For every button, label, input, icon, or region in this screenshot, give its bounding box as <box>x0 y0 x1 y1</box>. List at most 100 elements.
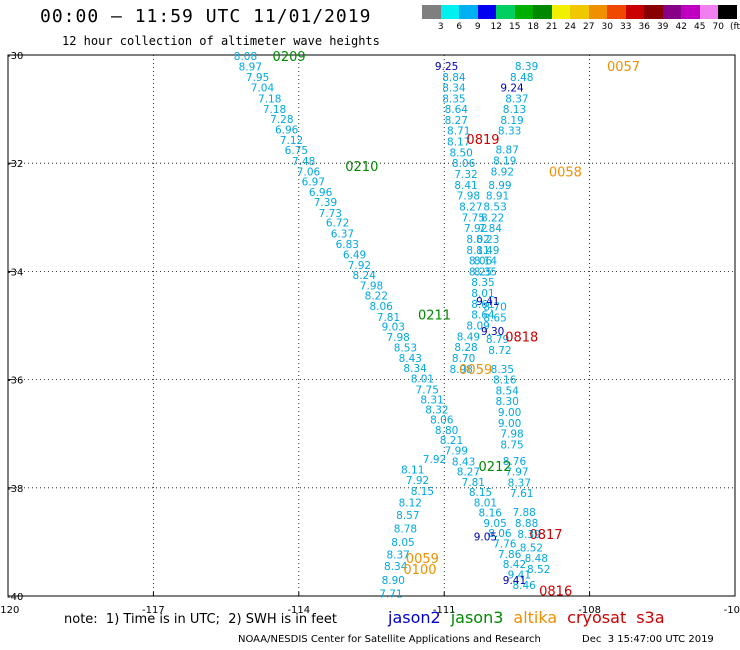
legend-label: 36 <box>638 22 650 32</box>
data-point-label: 8.61 <box>471 299 494 311</box>
data-point-label: 8.41 <box>454 180 477 192</box>
legend-swatch <box>440 5 460 19</box>
legend-label: 24 <box>564 22 576 32</box>
data-point-label: 9.03 <box>382 322 405 334</box>
data-point-label: 8.37 <box>508 477 531 489</box>
data-point-label: 7.75 <box>462 212 485 224</box>
data-point-label: 7.12 <box>280 135 303 147</box>
legend-label: 42 <box>675 22 687 32</box>
pass-time-label: 0210 <box>345 160 378 175</box>
data-point-label: 7.18 <box>263 104 286 116</box>
data-point-label: 7.73 <box>319 208 342 220</box>
pass-time-label: 0819 <box>466 133 499 148</box>
data-point-label: 8.15 <box>469 487 492 499</box>
data-point-label: 7.71 <box>379 588 402 600</box>
data-point-label: 8.57 <box>396 510 419 522</box>
data-point-label: 8.65 <box>483 312 506 324</box>
satellite-legend: jason2 jason3 altika cryosat s3a <box>388 608 675 627</box>
data-point-label: 8.25 <box>469 266 492 278</box>
data-point-label: 9.00 <box>498 418 521 430</box>
data-point-label: 9.25 <box>435 61 458 73</box>
legend-label: 45 <box>694 22 706 32</box>
data-point-label: 8.72 <box>488 345 511 357</box>
x-tick-label: -120 <box>0 605 19 616</box>
data-point-label: 6.49 <box>343 250 366 262</box>
legend-swatch <box>662 5 682 19</box>
data-point-label: 8.43 <box>452 456 475 468</box>
data-point-label: 8.34 <box>403 363 427 375</box>
data-point-label: 7.76 <box>493 539 517 551</box>
pass-time-label: 0209 <box>273 50 306 65</box>
data-point-label: 8.06 <box>369 301 393 313</box>
data-point-label: 8.14 <box>474 256 498 268</box>
data-point-label: 9.05 <box>474 531 497 543</box>
legend-label: 6 <box>456 22 463 32</box>
data-point-label: 7.95 <box>246 72 269 84</box>
chart-subtitle: 12 hour collection of altimeter wave hei… <box>62 34 380 48</box>
data-point-label: 7.81 <box>462 477 485 489</box>
satellite-name: jason3 <box>450 608 504 627</box>
data-point-label: 8.70 <box>483 302 506 314</box>
data-point-label: 8.92 <box>491 166 514 178</box>
data-point-label: 8.01 <box>471 288 494 300</box>
data-point-label: 8.23 <box>476 234 499 246</box>
data-point-label: 7.32 <box>454 169 477 181</box>
data-point-label: 8.90 <box>382 575 405 587</box>
data-point-label: 8.39 <box>517 529 540 541</box>
legend-swatch <box>718 5 737 19</box>
x-tick-label: -111 <box>433 605 456 616</box>
legend-label: 39 <box>657 22 669 32</box>
data-point-label: 8.79 <box>486 334 509 346</box>
data-point-label: 8.01 <box>411 374 434 386</box>
legend-swatch <box>533 5 552 19</box>
data-point-label: 7.92 <box>464 223 487 235</box>
data-point-label: 7.99 <box>445 445 468 457</box>
data-point-label: 8.30 <box>496 396 519 408</box>
legend-swatch <box>681 5 700 19</box>
y-tick-label: -30 <box>7 51 23 62</box>
data-point-label: 8.53 <box>483 201 506 213</box>
legend-swatch <box>570 5 589 19</box>
y-tick-label: -38 <box>7 484 23 495</box>
data-point-label: 8.24 <box>353 270 377 282</box>
data-point-label: 8.64 <box>445 104 469 116</box>
plot-frame <box>7 54 736 597</box>
data-point-label: 7.18 <box>258 93 281 105</box>
data-point-label: 9.24 <box>500 82 524 94</box>
data-point-label: 9.00 <box>498 407 521 419</box>
legend-swatch <box>514 5 534 19</box>
legend-swatch <box>607 5 626 19</box>
data-point-label: 7.92 <box>423 454 446 466</box>
data-point-label: 8.11 <box>466 245 489 257</box>
data-point-label: 8.02 <box>466 234 489 246</box>
legend-swatch <box>477 5 497 19</box>
data-point-label: 8.37 <box>386 549 409 561</box>
data-point-label: 8.48 <box>525 553 548 565</box>
data-point-label: 8.17 <box>447 137 470 149</box>
legend-label: 27 <box>583 22 595 32</box>
data-point-label: 8.33 <box>498 126 521 138</box>
data-point-label: 8.49 <box>457 331 480 343</box>
data-point-label: 8.08 <box>234 51 257 63</box>
data-point-label: 9.30 <box>481 326 504 338</box>
data-point-label: 8.34 <box>384 561 408 573</box>
data-point-label: 7.81 <box>377 312 400 324</box>
data-point-label: 6.75 <box>285 145 308 157</box>
data-point-label: 8.91 <box>486 191 509 203</box>
data-point-label: 8.87 <box>496 145 519 157</box>
legend-label: (ft) <box>729 22 740 32</box>
y-tick-label: -34 <box>7 267 23 278</box>
data-point-label: 7.86 <box>498 549 522 561</box>
data-point-label: 7.28 <box>270 114 293 126</box>
data-point-label: 8.13 <box>503 104 526 116</box>
data-point-label: 9.41 <box>503 575 526 587</box>
data-point-label: 7.84 <box>479 223 503 235</box>
data-point-label: 8.53 <box>394 343 417 355</box>
data-point-label: 7.39 <box>314 197 337 209</box>
pass-time-label: 0057 <box>607 60 640 75</box>
x-tick-label: -114 <box>287 605 310 616</box>
data-point-label: 8.06 <box>430 415 454 427</box>
legend-swatch <box>644 5 663 19</box>
data-point-label: 8.64 <box>471 310 495 322</box>
data-point-label: 9.05 <box>483 518 506 530</box>
